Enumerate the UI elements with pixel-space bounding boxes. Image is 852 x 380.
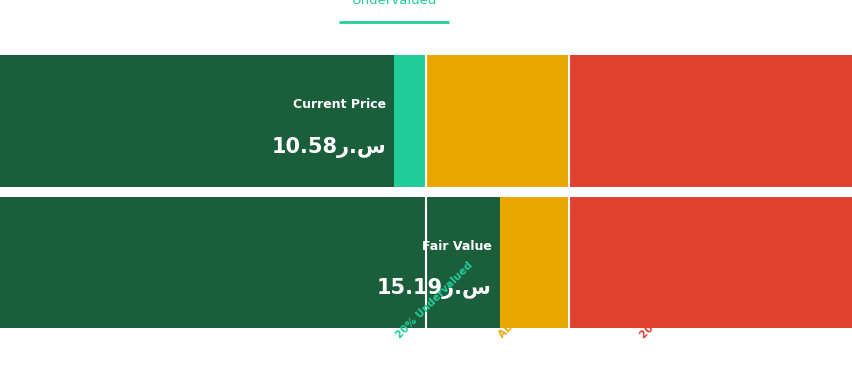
Text: 15.19ر.س: 15.19ر.س <box>377 278 492 299</box>
Bar <box>426 55 568 187</box>
Text: About Right: About Right <box>497 283 554 340</box>
Text: 20% Overvalued: 20% Overvalued <box>637 265 712 340</box>
Bar <box>0 55 394 187</box>
Bar <box>568 196 852 328</box>
Bar <box>0 196 426 328</box>
Text: 10.58ر.س: 10.58ر.س <box>271 136 386 158</box>
Bar <box>0 55 426 187</box>
Text: Undervalued: Undervalued <box>351 0 436 6</box>
Bar <box>0 196 499 328</box>
Bar <box>426 196 568 328</box>
Bar <box>0 187 852 196</box>
Text: Current Price: Current Price <box>292 98 386 111</box>
Text: 20% Undervalued: 20% Undervalued <box>394 260 474 340</box>
Bar <box>568 55 852 187</box>
Text: Fair Value: Fair Value <box>422 240 492 253</box>
